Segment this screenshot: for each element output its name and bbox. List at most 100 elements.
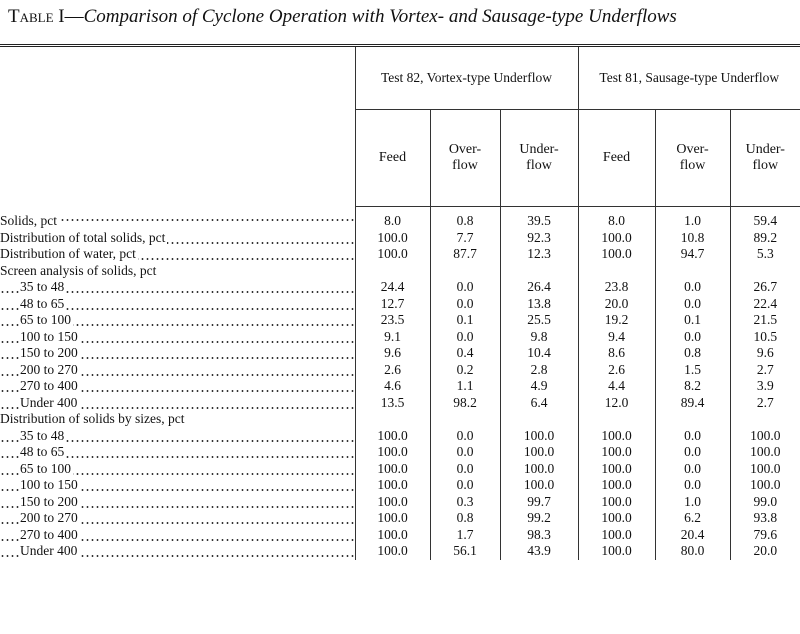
- title: Table I—Comparison of Cyclone Operation …: [8, 6, 798, 28]
- group-header: Test 81, Sausage-type Underflow: [577, 45, 800, 110]
- cell-value: 100.0: [354, 526, 430, 543]
- cell-value: 0.0: [429, 460, 500, 477]
- row-label: 150 to 200: [0, 345, 355, 362]
- row-label-text: 35 to 48: [20, 279, 67, 294]
- column-header: Feed: [354, 109, 430, 207]
- cell-value: 99.2: [499, 510, 579, 527]
- column-header-line: flow: [679, 158, 706, 173]
- cell-value: 21.5: [729, 312, 800, 329]
- row-label-text: Distribution of water, pct: [0, 246, 138, 261]
- section-heading: Distribution of solids by sizes, pct: [0, 411, 355, 428]
- cell-value: 0.8: [429, 206, 500, 230]
- cell-value: 12.3: [499, 246, 579, 263]
- cell-value: 100.0: [354, 427, 430, 444]
- column-header-row: Feed Over-flow Under-flow Feed Over-flow Unde…: [0, 109, 800, 207]
- data-row: 200 to 270 2.6 0.2 2.8 2.6 1.5 2.7: [0, 361, 800, 378]
- cell-value: 0.0: [654, 427, 731, 444]
- data-row: 100 to 150 9.1 0.0 9.8 9.4 0.0 10.5: [0, 328, 800, 345]
- cell-value: 26.4: [499, 279, 579, 296]
- cell-value: 13.5: [354, 394, 430, 411]
- cell-value: 0.3: [429, 493, 500, 510]
- row-label-text: 150 to 200: [20, 493, 80, 509]
- cell-value: 79.6: [729, 526, 800, 543]
- column-header: Under-flow: [729, 109, 800, 207]
- row-label-text: 200 to 270: [20, 361, 80, 377]
- cell-value: 100.0: [354, 543, 430, 560]
- cell-value: 100.0: [577, 427, 656, 444]
- cell-value: 100.0: [354, 493, 430, 510]
- column-header: Over-flow: [654, 109, 731, 207]
- cell-value: 87.7: [429, 246, 500, 263]
- section-heading-row: Screen analysis of solids, pct: [0, 262, 800, 279]
- cell-value: 0.0: [654, 444, 731, 461]
- column-header: Feed: [577, 109, 656, 207]
- row-label-text: 100 to 150: [20, 328, 80, 344]
- cell-value: 100.0: [577, 510, 656, 527]
- cell-value: 2.7: [729, 361, 800, 378]
- cell-value: 100.0: [577, 493, 656, 510]
- row-label-text: Under 400: [20, 543, 80, 558]
- column-header-line: Over-: [448, 142, 482, 157]
- row-label-text: Solids, pct: [0, 212, 60, 228]
- cell-value: 0.4: [429, 345, 500, 362]
- cell-value: 99.0: [729, 493, 800, 510]
- data-row: Under 400 13.5 98.2 6.4 12.0 89.4 2.7: [0, 394, 800, 411]
- column-header-line: Under-: [519, 142, 559, 157]
- group-header-row: Test 82, Vortex-type Underflow Test 81, S…: [0, 45, 800, 110]
- data-row: 65 to 100 100.0 0.0 100.0 100.0 0.0 100.0: [0, 460, 800, 477]
- cell-value: 9.6: [729, 345, 800, 362]
- cell-value: 23.8: [577, 279, 656, 296]
- data-row: Solids, pct 8.0 0.8 39.5 8.0 1.0 59.4: [0, 206, 800, 230]
- cell-value: 1.7: [429, 526, 500, 543]
- row-label: Solids, pct: [0, 206, 355, 230]
- cell-value: 9.4: [577, 328, 656, 345]
- cell-value: 0.0: [429, 427, 500, 444]
- cell-value: 8.6: [577, 345, 656, 362]
- row-label: 35 to 48: [0, 427, 355, 444]
- row-label: 100 to 150: [0, 328, 355, 345]
- cell-value: 0.8: [654, 345, 731, 362]
- cell-value: 59.4: [729, 206, 800, 230]
- data-row: 48 to 65 100.0 0.0 100.0 100.0 0.0 100.0: [0, 444, 800, 461]
- column-header-line: flow: [452, 158, 478, 173]
- cell-value: 100.0: [499, 477, 579, 494]
- cell-value: 0.2: [429, 361, 500, 378]
- row-label: 200 to 270: [0, 361, 355, 378]
- data-row: 150 to 200 100.0 0.3 99.7 100.0 1.0 99.0: [0, 493, 800, 510]
- empty-cell: [729, 262, 800, 279]
- cell-value: 20.4: [654, 526, 731, 543]
- empty-cell: [354, 262, 430, 279]
- empty-cell: [429, 411, 500, 428]
- column-header-line: Feed: [378, 150, 407, 165]
- data-row: 65 to 100 23.5 0.1 25.5 19.2 0.1 21.5: [0, 312, 800, 329]
- cell-value: 12.0: [577, 394, 656, 411]
- row-label-text: 270 to 400: [20, 378, 80, 393]
- cell-value: 100.0: [354, 510, 430, 527]
- cell-value: 9.8: [499, 328, 579, 345]
- row-label: Distribution of total solids, pct: [0, 229, 355, 246]
- cell-value: 43.9: [499, 543, 579, 560]
- cell-value: 5.3: [729, 246, 800, 263]
- cell-value: 94.7: [654, 246, 731, 263]
- empty-cell: [729, 411, 800, 428]
- cell-value: 13.8: [499, 295, 579, 312]
- cell-value: 100.0: [577, 229, 656, 246]
- cell-value: 19.2: [577, 312, 656, 329]
- cell-value: 100.0: [354, 477, 430, 494]
- column-header-line: flow: [752, 158, 779, 173]
- cell-value: 100.0: [729, 427, 800, 444]
- empty-cell: [577, 262, 656, 279]
- section-heading-text: Distribution of solids by sizes, pct: [0, 411, 187, 426]
- cell-value: 100.0: [577, 477, 656, 494]
- cell-value: 80.0: [654, 543, 731, 560]
- cell-value: 100.0: [354, 246, 430, 263]
- column-header-line: Over-: [676, 142, 709, 157]
- empty-cell: [654, 262, 731, 279]
- row-label-text: 270 to 400: [20, 526, 80, 542]
- column-header: Over-flow: [429, 109, 500, 207]
- cell-value: 56.1: [429, 543, 500, 560]
- row-label-text: 35 to 48: [20, 427, 67, 443]
- cell-value: 100.0: [577, 246, 656, 263]
- empty-cell: [499, 262, 579, 279]
